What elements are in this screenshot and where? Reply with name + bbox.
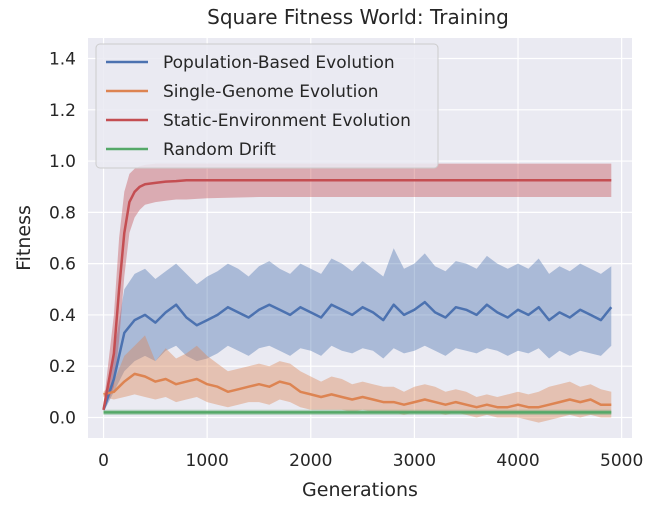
legend-label: Static-Environment Evolution: [163, 111, 411, 131]
series-band-2: [103, 163, 612, 413]
series-lines: [102, 179, 613, 414]
y-axis-ticks: 0.0 0.2 0.4 0.6 0.8 1.0 1.2 1.4: [49, 50, 76, 429]
y-tick-label: 0.0: [49, 408, 76, 428]
x-tick-label: 4000: [496, 451, 539, 471]
x-tick-label: 0: [98, 451, 109, 471]
series-band-1: [103, 335, 612, 423]
y-tick-label: 1.0: [49, 152, 76, 172]
legend-box: [95, 43, 439, 169]
legend-label: Random Drift: [163, 140, 276, 160]
y-tick-label: 0.4: [49, 306, 76, 326]
x-axis-label: Generations: [302, 479, 418, 501]
y-axis-label: Fitness: [13, 205, 35, 271]
legend: Population-Based Evolution Single-Genome …: [95, 43, 439, 169]
y-tick-label: 0.8: [49, 203, 76, 223]
series-line-1: [103, 372, 612, 409]
x-tick-label: 3000: [393, 451, 436, 471]
x-tick-label: 1000: [186, 451, 229, 471]
y-tick-label: 0.2: [49, 357, 76, 377]
y-tick-label: 0.6: [49, 255, 76, 275]
y-tick-label: 1.2: [49, 101, 76, 121]
series-line-0: [102, 300, 613, 411]
x-tick-label: 5000: [600, 451, 643, 471]
chart-title: Square Fitness World: Training: [207, 5, 509, 29]
x-tick-label: 2000: [289, 451, 332, 471]
series-band-0: [103, 248, 612, 413]
y-tick-label: 1.4: [49, 50, 76, 70]
legend-label: Single-Genome Evolution: [163, 82, 379, 102]
series-line-2: [102, 179, 612, 411]
x-axis-ticks: 0 1000 2000 3000 4000 5000: [98, 451, 643, 471]
legend-label: Population-Based Evolution: [163, 53, 395, 73]
